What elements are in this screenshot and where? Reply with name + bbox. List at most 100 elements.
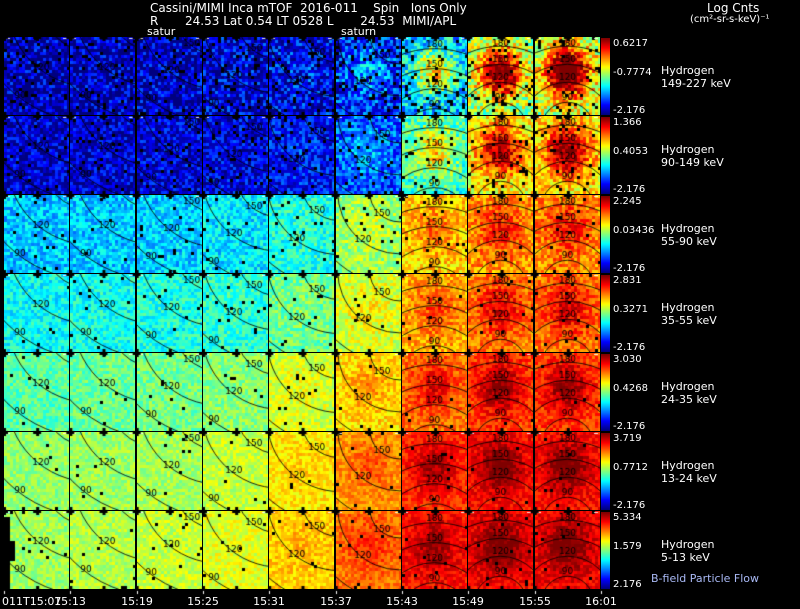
heatmap-panel-r2c1 [4,116,69,194]
colorbar-tick-label: 0.4268 [613,383,648,394]
heatmap-panel-r1c8 [468,37,533,115]
legend-title: Log Cnts [707,1,760,15]
species-label: Hydrogen [661,64,715,77]
heatmap-panel-r5c4 [203,353,268,431]
heatmap-panel-r5c1 [4,353,69,431]
heatmap-panel-r3c5 [269,195,334,273]
heatmap-panel-r3c8 [468,195,533,273]
colorbar-tick-label: 2.831 [613,275,642,286]
time-tick-label: 011T15:07 [2,595,62,608]
heatmap-panel-r1c5 [269,37,334,115]
colorbar-row4 [601,275,610,352]
colorbar-row1 [601,38,610,115]
heatmap-panel-r5c2 [70,353,135,431]
page-title: Cassini/MIMI Inca mTOF 2016-011 Spin Ion… [150,1,467,15]
heatmap-panel-r2c7 [402,116,467,194]
colorbar-row3 [601,196,610,273]
colorbar-tick-label: -2.176 [613,500,646,511]
heatmap-panel-r7c2 [70,511,135,589]
colorbar-row5 [601,354,610,431]
heatmap-panel-r3c7 [402,195,467,273]
energy-range-label: 90-149 keV [661,156,724,169]
heatmap-panel-r2c4 [203,116,268,194]
colorbar-tick-label: -2.176 [613,263,646,274]
heatmap-panel-r2c3 [137,116,202,194]
colorbar-tick-label: -0.7774 [613,67,652,78]
bfield-flow-note: B-field Particle Flow [651,572,759,585]
colorbar-tick-label: -2.176 [613,105,646,116]
energy-range-label: 13-24 keV [661,472,717,485]
heatmap-panel-r1c3 [137,37,202,115]
saturn-direction-marker: satur [147,25,176,38]
heatmap-panel-r6c4 [203,432,268,510]
heatmap-panel-r7c5 [269,511,334,589]
heatmap-panel-r6c6 [336,432,401,510]
legend-units: (cm²-sr-s-keV)⁻¹ [690,14,770,25]
heatmap-panel-r3c1 [4,195,69,273]
heatmap-panel-r4c4 [203,274,268,352]
colorbar-tick-label: 0.3271 [613,304,648,315]
heatmap-panel-r2c5 [269,116,334,194]
colorbar-row2 [601,117,610,194]
heatmap-panel-r1c2 [70,37,135,115]
species-label: Hydrogen [661,222,715,235]
colorbar-tick-label: 2.176 [613,579,642,590]
heatmap-panel-r4c2 [70,274,135,352]
colorbar-row6 [601,433,610,510]
energy-range-label: 55-90 keV [661,235,717,248]
colorbar-tick-label: -2.176 [613,421,646,432]
colorbar-tick-label: 0.6217 [613,38,648,49]
row-label-2: Hydrogen 90-149 keV [661,143,724,169]
colorbar-tick-label: 3.719 [613,433,642,444]
heatmap-panel-r4c1 [4,274,69,352]
heatmap-panel-r4c7 [402,274,467,352]
row-label-4: Hydrogen 35-55 keV [661,301,717,327]
row-label-6: Hydrogen 13-24 keV [661,459,717,485]
colorbar-tick-label: 0.4053 [613,146,648,157]
heatmap-panel-r3c2 [70,195,135,273]
energy-range-label: 149-227 keV [661,77,731,90]
time-tick-label: 15:49 [452,595,484,608]
time-tick-label: 15:55 [519,595,551,608]
heatmap-panel-r5c8 [468,353,533,431]
heatmap-panel-r6c3 [137,432,202,510]
heatmap-panel-r2c6 [336,116,401,194]
heatmap-panel-r3c3 [137,195,202,273]
heatmap-panel-r2c2 [70,116,135,194]
time-tick-label: 16:01 [585,595,617,608]
colorbar-tick-label: 1.579 [613,541,642,552]
species-label: Hydrogen [661,301,715,314]
time-tick-label: 15:31 [253,595,285,608]
heatmap-panel-r4c9 [535,274,600,352]
heatmap-panel-r6c2 [70,432,135,510]
heatmap-panel-r7c9 [535,511,600,589]
heatmap-panel-r5c7 [402,353,467,431]
heatmap-panel-r7c1 [4,511,69,589]
heatmap-panel-r2c8 [468,116,533,194]
colorbar-tick-label: 0.7712 [613,462,648,473]
heatmap-panel-r6c5 [269,432,334,510]
species-label: Hydrogen [661,459,715,472]
heatmap-panel-r7c4 [203,511,268,589]
heatmap-panel-r4c3 [137,274,202,352]
row-label-5: Hydrogen 24-35 keV [661,380,717,406]
energy-range-label: 35-55 keV [661,314,717,327]
heatmap-panel-r4c8 [468,274,533,352]
heatmap-panel-r6c9 [535,432,600,510]
time-tick-label: 15:25 [187,595,219,608]
energy-range-label: 5-13 keV [661,551,710,564]
colorbar-tick-label: 0.03436 [613,225,655,236]
energy-range-label: 24-35 keV [661,393,717,406]
saturn-direction-marker: saturn [341,25,377,38]
time-tick-label: 15:13 [54,595,86,608]
colorbar-tick-label: -2.176 [613,184,646,195]
ephemeris-line: R 24.53 Lat 0.54 LT 0528 L 24.53 MIMI/AP… [150,14,457,28]
heatmap-panel-r1c7 [402,37,467,115]
heatmap-panel-r5c3 [137,353,202,431]
heatmap-panel-r1c6 [336,37,401,115]
heatmap-panel-r6c7 [402,432,467,510]
heatmap-panel-r4c5 [269,274,334,352]
species-label: Hydrogen [661,143,715,156]
colorbar-tick-label: 3.030 [613,354,642,365]
